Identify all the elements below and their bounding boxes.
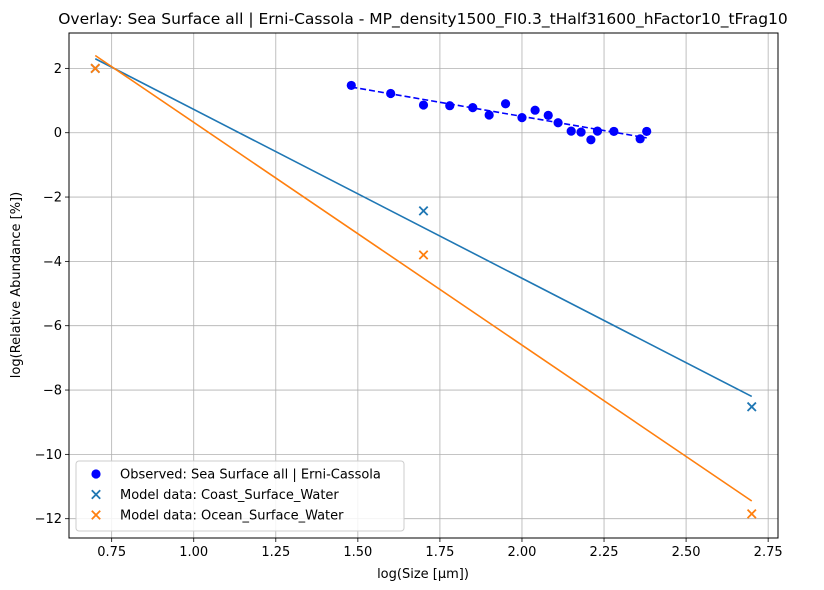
y-tick-label: 2 [54, 62, 62, 77]
fit-lines [94, 54, 753, 502]
y-axis-label: log(Relative Abundance [%]) [9, 192, 24, 378]
data-point-series-0 [484, 110, 494, 120]
y-axis-ticks: 2 0 −2 −4 −6 −8 −10 −12 [35, 62, 69, 527]
data-point-series-2 [90, 63, 101, 74]
y-tick-label: −10 [35, 448, 62, 463]
data-point-series-1 [418, 206, 429, 216]
y-tick-label: −6 [43, 319, 62, 334]
x-tick-label: 1.00 [179, 545, 208, 560]
legend-box [75, 460, 405, 532]
data-point-series-2 [418, 250, 429, 260]
data-point-series-2 [746, 509, 757, 519]
x-tick-label: 2.00 [507, 545, 536, 560]
x-axis-label: log(Size [µm]) [377, 567, 469, 582]
data-point-series-0 [553, 118, 563, 128]
data-points [90, 63, 757, 519]
data-point-series-0 [609, 126, 619, 137]
data-point-series-0 [418, 100, 429, 110]
x-tick-label: 2.50 [672, 545, 701, 560]
data-point-series-0 [530, 105, 540, 115]
legend-marker-0 [91, 469, 101, 479]
fit-line-series-1 [94, 58, 753, 398]
data-point-series-0 [445, 101, 455, 111]
x-axis-ticks: 0.75 1.00 1.25 1.50 1.75 2.00 2.25 2.50 2.75 [97, 538, 783, 560]
legend-marker-1 [91, 489, 101, 500]
legend-label-0: Observed: Sea Surface all | Erni-Cassola [120, 468, 381, 483]
x-tick-label: 2.75 [754, 545, 783, 560]
x-tick-label: 1.25 [261, 545, 290, 560]
data-point-series-0 [346, 80, 356, 91]
y-tick-label: −4 [43, 255, 62, 270]
data-point-series-0 [642, 126, 652, 137]
data-point-series-0 [517, 112, 527, 123]
x-tick-label: 2.25 [590, 545, 619, 560]
legend-label-2: Model data: Ocean_Surface_Water [120, 509, 344, 524]
data-point-series-1 [746, 401, 757, 412]
data-point-series-0 [586, 135, 596, 145]
data-point-series-0 [543, 110, 553, 120]
y-tick-label: 0 [54, 126, 62, 141]
legend-marker-2 [91, 510, 101, 520]
legend: Observed: Sea Surface all | Erni-Cassola… [75, 460, 405, 532]
data-point-series-0 [468, 103, 478, 113]
data-point-series-0 [500, 99, 511, 109]
fit-line-series-2 [94, 54, 753, 502]
legend-label-1: Model data: Coast_Surface_Water [120, 488, 339, 503]
y-tick-label: −2 [43, 191, 62, 206]
y-tick-label: −8 [43, 384, 62, 399]
data-point-series-0 [386, 88, 396, 99]
fit-line-series-0 [351, 86, 647, 139]
x-tick-label: 1.50 [343, 545, 372, 560]
data-point-series-0 [592, 126, 603, 136]
x-tick-label: 0.75 [97, 545, 126, 560]
data-point-series-0 [635, 134, 645, 144]
chart-title: Overlay: Sea Surface all | Erni-Cassola … [58, 10, 788, 29]
plot-frame [68, 32, 779, 539]
y-tick-label: −12 [35, 512, 62, 527]
x-tick-label: 1.75 [425, 545, 454, 560]
data-point-series-0 [576, 127, 586, 137]
data-point-series-0 [566, 126, 576, 136]
